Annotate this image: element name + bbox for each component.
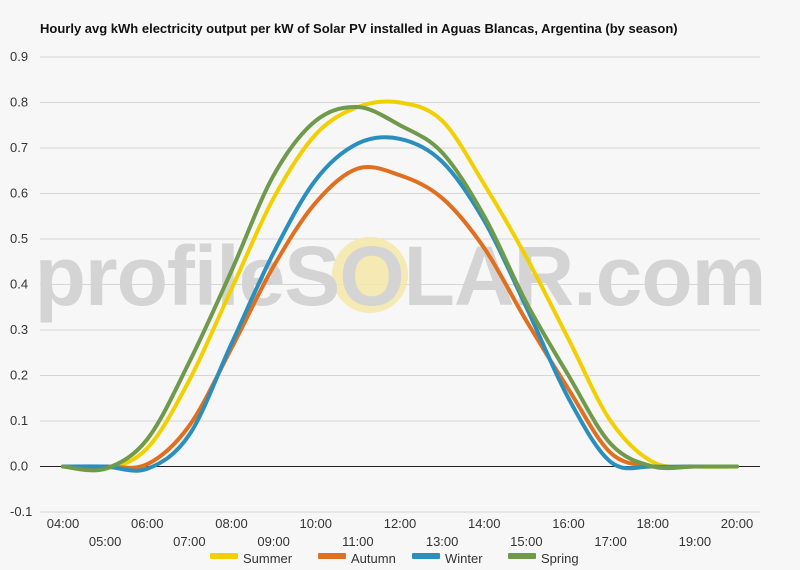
watermark-text: profileSOLAR.com xyxy=(35,229,766,323)
legend-swatch xyxy=(210,553,238,559)
series-line-winter xyxy=(61,135,739,473)
y-tick-label: 0.3 xyxy=(10,322,28,337)
y-tick-label: 0.7 xyxy=(10,140,28,155)
x-tick-label: 06:00 xyxy=(131,516,164,531)
x-tick-label: 08:00 xyxy=(215,516,248,531)
x-tick-label: 10:00 xyxy=(299,516,332,531)
legend-label: Spring xyxy=(541,551,579,566)
y-tick-label: 0.2 xyxy=(10,368,28,383)
legend-item-summer: Summer xyxy=(210,551,293,566)
x-tick-label: 15:00 xyxy=(510,534,543,549)
x-tick-label: 19:00 xyxy=(679,534,712,549)
x-tick-label: 16:00 xyxy=(552,516,585,531)
y-tick-label: 0.4 xyxy=(10,277,28,292)
x-tick-label: 14:00 xyxy=(468,516,501,531)
x-tick-label: 20:00 xyxy=(721,516,754,531)
x-tick-label: 17:00 xyxy=(594,534,627,549)
x-tick-label: 05:00 xyxy=(89,534,122,549)
x-tick-label: 18:00 xyxy=(636,516,669,531)
legend-swatch xyxy=(412,553,440,559)
axes: -0.1 0.0 0.1 0.2 0.3 0.4 0.5 0.6 0.7 0.8 0.9 04:00 0… xyxy=(10,49,760,549)
chart-title: Hourly avg kWh electricity output per kW… xyxy=(40,21,678,36)
watermark-sun-icon xyxy=(332,237,408,313)
legend-swatch xyxy=(508,553,536,559)
legend-label: Summer xyxy=(243,551,293,566)
legend-swatch xyxy=(318,553,346,559)
legend-item-autumn: Autumn xyxy=(318,551,396,566)
series-line-spring xyxy=(61,104,739,473)
y-tick-label: 0.1 xyxy=(10,413,28,428)
x-tick-label: 11:00 xyxy=(342,534,374,549)
y-tick-label: 0.5 xyxy=(10,231,28,246)
x-tick-label: 07:00 xyxy=(173,534,206,549)
legend-item-spring: Spring xyxy=(508,551,579,566)
legend-item-winter: Winter xyxy=(412,551,483,566)
x-tick-label: 09:00 xyxy=(257,534,290,549)
y-tick-label: 0.8 xyxy=(10,95,28,110)
y-tick-label: 0.6 xyxy=(10,186,28,201)
watermark: profileSOLAR.com xyxy=(35,229,767,323)
legend: Summer Autumn Winter Spring xyxy=(210,551,579,566)
x-tick-label: 04:00 xyxy=(47,516,80,531)
series xyxy=(61,99,739,473)
x-tick-label: 13:00 xyxy=(426,534,459,549)
y-tick-label: 0.9 xyxy=(10,49,28,64)
legend-label: Autumn xyxy=(351,551,396,566)
series-line-autumn xyxy=(61,164,739,470)
y-tick-label: -0.1 xyxy=(10,504,32,519)
series-line-summer xyxy=(61,99,739,472)
legend-label: Winter xyxy=(445,551,483,566)
y-tick-label: 0.0 xyxy=(10,459,28,474)
x-tick-label: 12:00 xyxy=(384,516,417,531)
